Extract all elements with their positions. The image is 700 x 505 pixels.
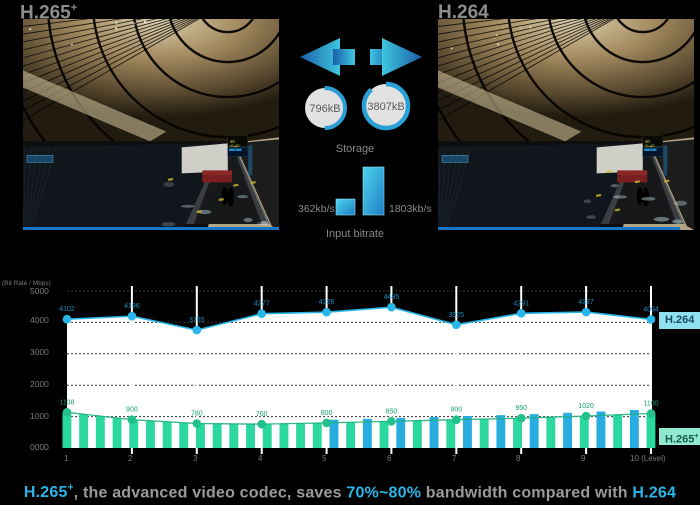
svg-text:1020: 1020 bbox=[578, 403, 594, 410]
svg-text:1100: 1100 bbox=[643, 401, 658, 408]
svg-text:4485: 4485 bbox=[384, 294, 400, 301]
svg-text:4326: 4326 bbox=[319, 299, 335, 306]
svg-text:800: 800 bbox=[321, 410, 333, 417]
svg-text:4291: 4291 bbox=[513, 300, 529, 307]
svg-text:3755: 3755 bbox=[189, 317, 205, 324]
svg-text:4102: 4102 bbox=[59, 306, 75, 313]
svg-text:850: 850 bbox=[386, 408, 398, 415]
svg-text:3925: 3925 bbox=[449, 312, 465, 319]
svg-text:900: 900 bbox=[450, 407, 462, 414]
svg-text:760: 760 bbox=[256, 411, 268, 418]
svg-text:4277: 4277 bbox=[254, 301, 270, 308]
svg-text:4094: 4094 bbox=[643, 306, 659, 313]
svg-text:900: 900 bbox=[126, 407, 138, 414]
svg-text:780: 780 bbox=[191, 411, 203, 418]
svg-text:950: 950 bbox=[515, 405, 527, 412]
svg-text:1138: 1138 bbox=[59, 399, 74, 406]
svg-text:4196: 4196 bbox=[124, 303, 140, 310]
svg-text:4327: 4327 bbox=[578, 299, 594, 306]
